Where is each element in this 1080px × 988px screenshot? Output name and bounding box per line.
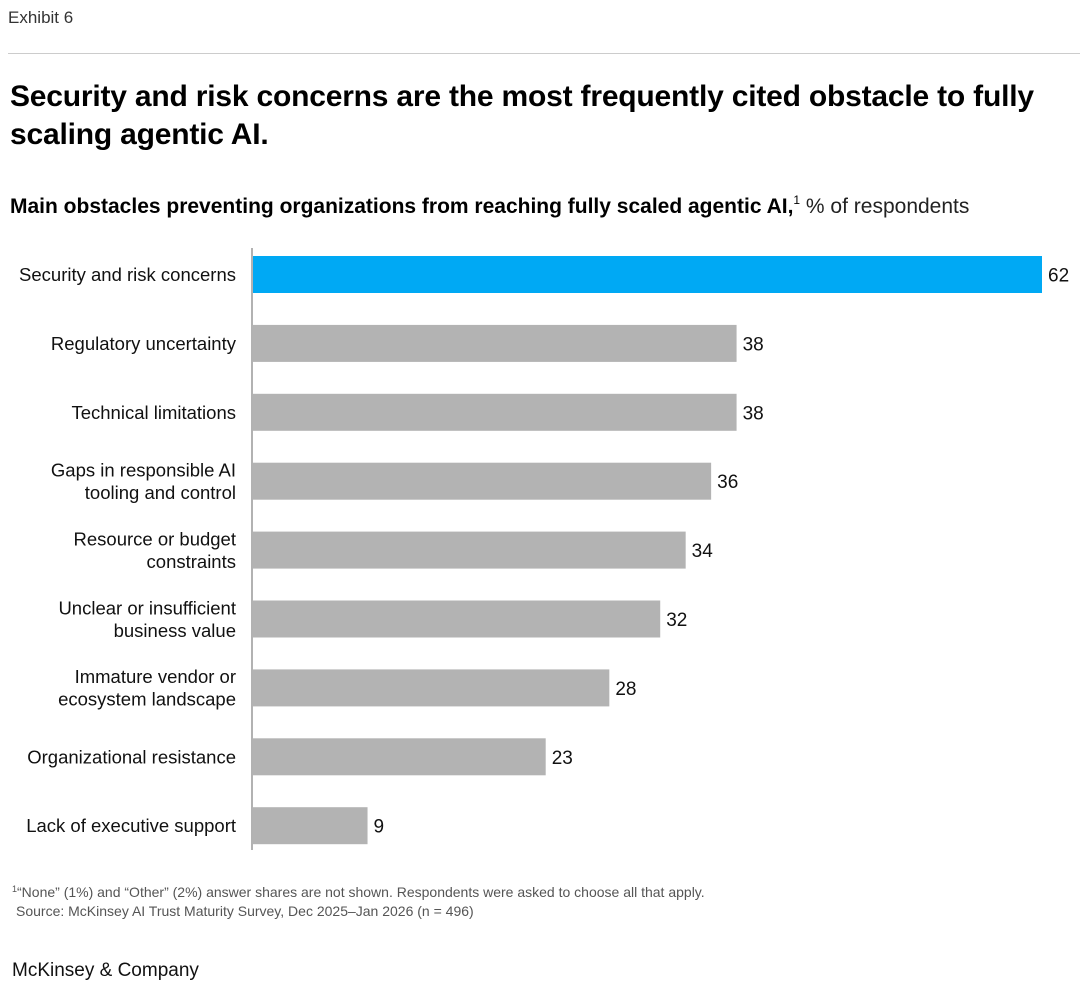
brand-logo-text: McKinsey & Company: [12, 960, 199, 981]
category-label-1: Security and risk concerns: [19, 264, 236, 285]
header-divider: [8, 53, 1080, 54]
category-label-6: Unclear or insufficient business value: [58, 597, 236, 641]
bar-8: [253, 738, 546, 776]
subtitle-unit: % of respondents: [800, 195, 970, 218]
bar-chart: 62 Security and risk concerns 38 Regulatory…: [19, 248, 1069, 850]
value-label-5: 34: [692, 541, 714, 562]
value-label-4: 36: [717, 472, 738, 493]
value-label-8: 23: [552, 748, 573, 769]
bar-5: [253, 531, 686, 569]
category-label-9: Lack of executive support: [26, 815, 236, 836]
value-label-7: 28: [615, 679, 636, 700]
bar-1: [253, 256, 1042, 293]
category-label-4: Gaps in responsible AI tooling and contro…: [51, 459, 236, 503]
category-label-3: Technical limitations: [71, 402, 236, 423]
bar-2: [253, 324, 737, 362]
source-note: Source: McKinsey AI Trust Maturity Surve…: [16, 903, 474, 919]
bar-7: [253, 669, 610, 707]
category-label-5: Resource or budget constraints: [74, 528, 237, 572]
value-label-6: 32: [666, 610, 687, 631]
subtitle-footnote-marker: 1: [793, 193, 801, 207]
footnote: 1“None” (1%) and “Other” (2%) answer sha…: [12, 883, 705, 921]
chart-subtitle: Main obstacles preventing organizations …: [10, 193, 969, 221]
footnote-marker: 1: [12, 884, 18, 894]
bar-9: [253, 807, 368, 845]
bar-3: [253, 393, 737, 431]
category-label-2: Regulatory uncertainty: [51, 333, 237, 354]
value-label-3: 38: [743, 403, 764, 424]
footnote-text: “None” (1%) and “Other” (2%) answer shar…: [17, 884, 705, 900]
subtitle-main: Main obstacles preventing organizations …: [10, 195, 794, 218]
value-label-9: 9: [374, 817, 385, 838]
exhibit-label: Exhibit 6: [8, 8, 74, 27]
value-label-1: 62: [1048, 266, 1069, 287]
bar-6: [253, 600, 661, 638]
value-label-2: 38: [743, 334, 764, 355]
chart-headline: Security and risk concerns are the most …: [10, 80, 1034, 151]
category-label-7: Immature vendor or ecosystem landscape: [58, 666, 236, 710]
category-label-8: Organizational resistance: [27, 746, 236, 767]
bar-4: [253, 462, 712, 500]
